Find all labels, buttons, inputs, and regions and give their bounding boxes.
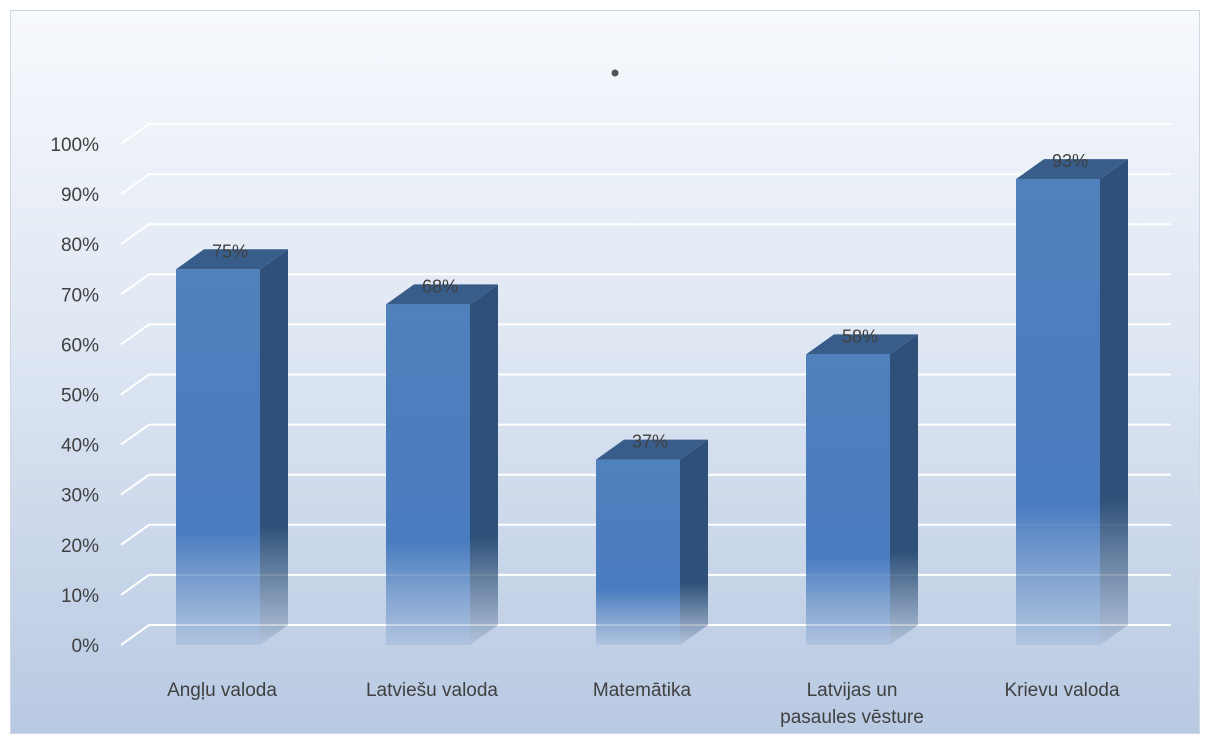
bar-front: [386, 304, 470, 645]
category-axis: Angļu valoda Latviešu valoda Matemātika Lat…: [167, 680, 1120, 728]
bar-front: [806, 354, 890, 645]
bar: [596, 439, 708, 645]
bar-side: [890, 334, 918, 645]
category-label: Angļu valoda: [167, 680, 277, 701]
bar-top: [386, 284, 498, 305]
bar-front: [176, 269, 260, 645]
category-label: Matemātika: [593, 680, 692, 701]
bar-side: [470, 284, 498, 645]
bar-top: [1016, 159, 1128, 180]
data-label: 75%: [212, 241, 248, 261]
y-tick-label: 100%: [50, 135, 99, 156]
data-label: 37%: [632, 432, 668, 452]
y-tick-label: 80%: [61, 235, 99, 256]
bar: [1016, 159, 1128, 645]
chart-svg: 0% 10% 20% 30% 40% 50% 60% 70% 80% 90% 100% 75% 68%…: [50, 69, 1171, 728]
bar: [806, 334, 918, 645]
y-tick-label: 40%: [61, 436, 99, 457]
category-label: Krievu valoda: [1004, 680, 1120, 701]
bar-side: [680, 439, 708, 645]
y-tick-label: 90%: [61, 185, 99, 206]
gridline: [120, 173, 1171, 195]
category-label: Latviešu valoda: [366, 680, 498, 701]
bar: [386, 284, 498, 645]
bar-top: [176, 249, 288, 270]
y-tick-label: 20%: [61, 536, 99, 557]
bar-layer: [176, 159, 1128, 645]
gridline: [120, 123, 1171, 145]
category-label: pasaules vēsture: [780, 707, 924, 728]
y-tick-label: 70%: [61, 285, 99, 306]
category-label: Latvijas un: [807, 680, 898, 701]
bar: [176, 249, 288, 645]
gridline: [120, 323, 1171, 346]
data-label: 68%: [422, 276, 458, 296]
grid-layer: [120, 123, 1171, 646]
bar-side: [1100, 159, 1128, 645]
title-dot: [611, 69, 619, 77]
y-axis-ticks: 0% 10% 20% 30% 40% 50% 60% 70% 80% 90% 100%: [50, 135, 99, 657]
bar-top: [596, 439, 708, 460]
bar-front: [1016, 179, 1100, 645]
y-tick-label: 50%: [61, 386, 99, 407]
gridline: [120, 273, 1171, 296]
y-tick-label: 0%: [72, 636, 100, 657]
y-tick-label: 30%: [61, 486, 99, 507]
data-label: 58%: [842, 326, 878, 346]
gridline: [120, 223, 1171, 246]
y-tick-label: 60%: [61, 335, 99, 356]
y-tick-label: 10%: [61, 586, 99, 607]
bar-side: [260, 249, 288, 645]
data-label-layer: 75% 68% 37% 58% 93%: [212, 151, 1088, 452]
bar-front: [596, 459, 680, 645]
data-label: 93%: [1052, 151, 1088, 171]
chart-frame: 0% 10% 20% 30% 40% 50% 60% 70% 80% 90% 100% 75% 68%…: [10, 10, 1200, 734]
bar-top: [806, 334, 918, 355]
